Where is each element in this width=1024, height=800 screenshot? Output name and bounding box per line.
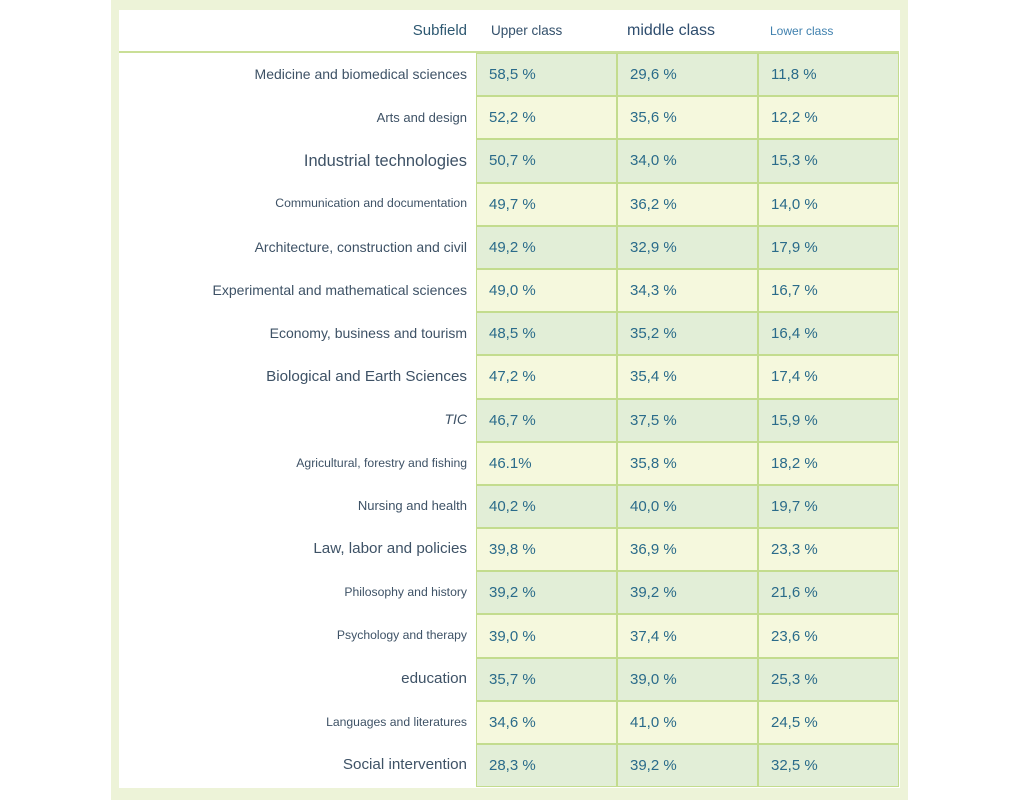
subfield-label: TIC bbox=[119, 398, 476, 442]
lower-class-value: 12,2 % bbox=[758, 96, 899, 140]
lower-class-value: 14,0 % bbox=[758, 182, 899, 226]
subfield-label: Law, labor and policies bbox=[119, 528, 476, 572]
middle-class-value: 39,2 % bbox=[617, 571, 758, 615]
lower-class-value: 23,6 % bbox=[758, 614, 899, 658]
subfield-label: Communication and documentation bbox=[119, 182, 476, 226]
subfield-label: Biological and Earth Sciences bbox=[119, 355, 476, 399]
middle-class-value: 39,0 % bbox=[617, 657, 758, 701]
middle-class-value: 34,0 % bbox=[617, 139, 758, 183]
lower-class-value: 16,4 % bbox=[758, 312, 899, 356]
middle-class-value: 36,9 % bbox=[617, 528, 758, 572]
upper-class-value: 40,2 % bbox=[476, 484, 617, 529]
middle-class-value: 37,5 % bbox=[617, 398, 758, 442]
lower-class-value: 17,9 % bbox=[758, 225, 899, 269]
middle-class-value: 39,2 % bbox=[617, 744, 758, 788]
upper-class-value: 49,0 % bbox=[476, 268, 617, 313]
subfield-class-table: Subfield Upper class middle class Lower … bbox=[119, 10, 899, 788]
lower-class-value: 32,5 % bbox=[758, 744, 899, 788]
lower-class-value: 25,3 % bbox=[758, 657, 899, 701]
subfield-label: Agricultural, forestry and fishing bbox=[119, 441, 476, 485]
middle-class-value: 36,2 % bbox=[617, 182, 758, 226]
upper-class-value: 39,8 % bbox=[476, 528, 617, 572]
middle-class-value: 32,9 % bbox=[617, 225, 758, 269]
subfield-label: Nursing and health bbox=[119, 484, 476, 529]
upper-class-value: 49,2 % bbox=[476, 225, 617, 269]
upper-class-value: 28,3 % bbox=[476, 744, 617, 788]
upper-class-value: 34,6 % bbox=[476, 700, 617, 744]
subfield-label: Social intervention bbox=[119, 744, 476, 788]
column-header-middle-class: middle class bbox=[617, 10, 758, 53]
upper-class-value: 39,0 % bbox=[476, 614, 617, 658]
lower-class-value: 17,4 % bbox=[758, 355, 899, 399]
lower-class-value: 15,9 % bbox=[758, 398, 899, 442]
page-background-band: Subfield Upper class middle class Lower … bbox=[111, 0, 908, 800]
upper-class-value: 58,5 % bbox=[476, 53, 617, 97]
subfield-label: Arts and design bbox=[119, 96, 476, 140]
upper-class-value: 47,2 % bbox=[476, 355, 617, 399]
upper-class-value: 35,7 % bbox=[476, 657, 617, 701]
middle-class-value: 41,0 % bbox=[617, 700, 758, 744]
subfield-label: Architecture, construction and civil bbox=[119, 225, 476, 269]
upper-class-value: 48,5 % bbox=[476, 312, 617, 356]
upper-class-value: 39,2 % bbox=[476, 571, 617, 615]
lower-class-value: 15,3 % bbox=[758, 139, 899, 183]
upper-class-value: 50,7 % bbox=[476, 139, 617, 183]
lower-class-value: 23,3 % bbox=[758, 528, 899, 572]
lower-class-value: 18,2 % bbox=[758, 441, 899, 485]
table-panel: Subfield Upper class middle class Lower … bbox=[119, 10, 900, 788]
column-header-lower-class: Lower class bbox=[758, 10, 899, 53]
middle-class-value: 37,4 % bbox=[617, 614, 758, 658]
middle-class-value: 35,6 % bbox=[617, 96, 758, 140]
column-header-upper-class: Upper class bbox=[476, 10, 617, 53]
lower-class-value: 24,5 % bbox=[758, 700, 899, 744]
subfield-label: education bbox=[119, 657, 476, 701]
column-header-subfield: Subfield bbox=[119, 10, 476, 53]
middle-class-value: 34,3 % bbox=[617, 268, 758, 313]
middle-class-value: 35,2 % bbox=[617, 312, 758, 356]
subfield-label: Experimental and mathematical sciences bbox=[119, 268, 476, 313]
subfield-label: Languages and literatures bbox=[119, 700, 476, 744]
upper-class-value: 52,2 % bbox=[476, 96, 617, 140]
middle-class-value: 40,0 % bbox=[617, 484, 758, 529]
middle-class-value: 35,4 % bbox=[617, 355, 758, 399]
lower-class-value: 16,7 % bbox=[758, 268, 899, 313]
subfield-label: Economy, business and tourism bbox=[119, 312, 476, 356]
subfield-label: Philosophy and history bbox=[119, 571, 476, 615]
middle-class-value: 29,6 % bbox=[617, 53, 758, 97]
lower-class-value: 19,7 % bbox=[758, 484, 899, 529]
upper-class-value: 46.1% bbox=[476, 441, 617, 485]
upper-class-value: 49,7 % bbox=[476, 182, 617, 226]
subfield-label: Medicine and biomedical sciences bbox=[119, 53, 476, 97]
lower-class-value: 21,6 % bbox=[758, 571, 899, 615]
upper-class-value: 46,7 % bbox=[476, 398, 617, 442]
middle-class-value: 35,8 % bbox=[617, 441, 758, 485]
lower-class-value: 11,8 % bbox=[758, 53, 899, 97]
subfield-label: Industrial technologies bbox=[119, 139, 476, 183]
subfield-label: Psychology and therapy bbox=[119, 614, 476, 658]
